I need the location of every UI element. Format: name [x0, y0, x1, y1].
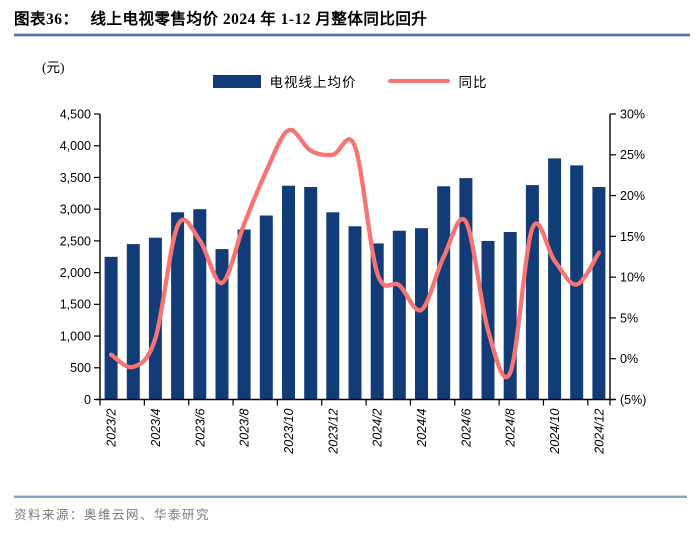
- x-axis-tick-label: 2024/10: [548, 408, 562, 454]
- right-axis-tick-label: 25%: [620, 148, 645, 162]
- x-axis-tick-label: 2023/6: [193, 408, 207, 447]
- x-axis-tick-label: 2023/10: [282, 408, 296, 454]
- title-underline: [14, 33, 690, 37]
- bar-2023/10: [282, 185, 295, 400]
- figure-number-label: 图表36：: [14, 11, 79, 28]
- x-axis-tick-label: 2024/2: [371, 408, 385, 447]
- bar-2023/4: [148, 237, 162, 400]
- yoy-line: [108, 127, 602, 380]
- bar-2024/1: [348, 226, 362, 400]
- bar-2024/7: [481, 240, 495, 400]
- left-axis-tick-label: 3,000: [60, 203, 91, 217]
- x-axis-tick-label: 2024/8: [504, 408, 518, 447]
- bar-2023/8: [237, 229, 251, 400]
- left-axis-tick-label: 4,500: [60, 107, 91, 121]
- chart-legend: 电视线上均价 同比: [0, 71, 700, 91]
- bar-2023/9: [259, 215, 273, 400]
- left-axis-tick-label: 2,000: [60, 266, 91, 280]
- x-axis-tick-label: 2023/8: [238, 408, 252, 447]
- x-axis-tick-label: 2024/4: [415, 408, 429, 447]
- bar-2024/3: [392, 230, 406, 400]
- right-axis-tick-label: 20%: [620, 189, 645, 203]
- right-axis-tick-label: 15%: [620, 230, 645, 244]
- bar-2024/4: [415, 228, 428, 400]
- bar-2023/5: [171, 212, 185, 400]
- x-axis-tick-label: 2023/12: [326, 408, 340, 454]
- source-divider: [14, 495, 687, 498]
- left-axis-tick-label: 4,000: [60, 139, 91, 153]
- bar-2024/5: [437, 186, 451, 400]
- legend-bar-swatch: [212, 74, 261, 88]
- right-axis-tick-label: 30%: [620, 107, 645, 121]
- right-axis-tick-label: (5%): [620, 393, 646, 407]
- bar-2024/6: [459, 178, 473, 400]
- x-axis-tick-label: 2024/6: [459, 408, 473, 447]
- bar-2023/7: [215, 249, 229, 400]
- left-axis-tick-label: 1,500: [60, 298, 91, 312]
- bar-2023/2: [104, 256, 118, 400]
- bar-2024/12: [592, 187, 606, 400]
- figure-title: 图表36： 线上电视零售均价 2024 年 1-12 月整体同比回升: [14, 7, 427, 29]
- right-axis-tick-label: 10%: [620, 271, 645, 285]
- legend-bar-label: 电视线上均价: [269, 75, 357, 90]
- left-axis-tick-label: 1,000: [60, 329, 91, 343]
- bar-2024/10: [548, 158, 562, 400]
- x-axis-tick-label: 2023/2: [105, 408, 119, 447]
- legend-line-label: 同比: [458, 75, 488, 90]
- x-axis-tick-label: 2023/4: [149, 408, 163, 447]
- bar-2023/12: [326, 212, 340, 400]
- left-axis-tick-label: 3,500: [60, 171, 91, 185]
- bar-2023/3: [126, 244, 140, 400]
- right-axis-tick-label: 0%: [620, 352, 638, 366]
- right-axis-tick-label: 5%: [620, 311, 638, 325]
- bar-2023/6: [193, 209, 207, 400]
- left-axis-tick-label: 0: [84, 393, 91, 407]
- x-axis-tick-label: 2024/12: [592, 408, 606, 454]
- left-axis-unit-label: (元): [42, 60, 65, 75]
- left-axis-tick-label: 2,500: [60, 234, 91, 248]
- figure-title-text: 线上电视零售均价 2024 年 1-12 月整体同比回升: [90, 11, 428, 28]
- left-axis-tick-label: 500: [70, 361, 91, 375]
- legend-line-swatch: [387, 78, 450, 84]
- chart-svg: 0 500 1,000 1,500 2,000 2,500 3,000 3,500 4,000 4…: [60, 107, 647, 454]
- bar-2024/9: [525, 185, 539, 400]
- source-text: 资料来源：奥维云网、华泰研究: [14, 508, 211, 522]
- bar-2023/11: [304, 187, 318, 400]
